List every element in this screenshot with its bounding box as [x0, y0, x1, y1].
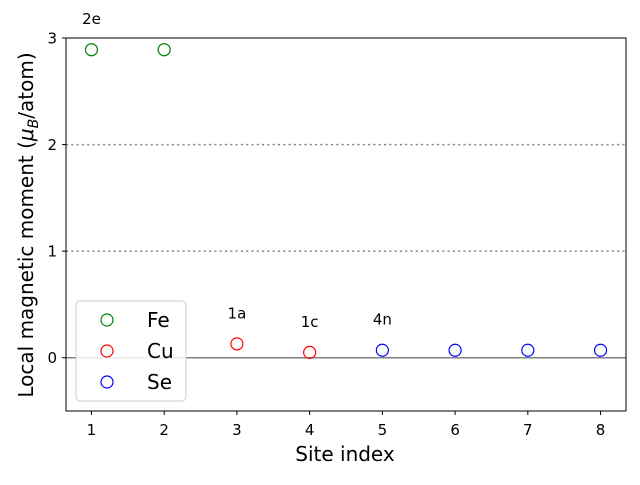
y-tick-label: 2: [47, 136, 57, 154]
site-annotations: 2e 1a 1c 4n: [82, 10, 392, 331]
data-point-se: [448, 343, 462, 357]
x-tick-label: 5: [378, 421, 388, 439]
data-point-se: [521, 343, 535, 357]
legend-label-fe: Fe: [147, 308, 170, 332]
legend: Fe Cu Se: [75, 300, 187, 402]
y-axis-title: Local magnetic moment (μB/atom): [14, 52, 42, 397]
y-axis-title-subscript: B: [26, 119, 42, 129]
y-ticks: 0 1 2 3: [47, 30, 66, 367]
data-point-cu: [303, 345, 317, 359]
data-point-se: [593, 343, 608, 357]
x-axis-title: Site index: [295, 442, 395, 466]
legend-marker-cu: [100, 344, 114, 358]
site-annotation: 4n: [373, 311, 392, 329]
x-tick-label: 7: [523, 421, 533, 439]
x-tick-label: 2: [159, 421, 169, 439]
legend-marker-se: [100, 375, 114, 389]
x-tick-label: 6: [450, 421, 460, 439]
data-point-cu: [230, 337, 244, 351]
plot-frame: [65, 37, 627, 412]
y-tick-label: 3: [47, 30, 57, 48]
y-axis-title-tail: /atom): [14, 52, 38, 118]
y-axis-title-main: Local magnetic moment (: [14, 141, 38, 398]
y-axis-title-mu: μ: [14, 128, 38, 142]
site-annotation: 1c: [301, 313, 319, 331]
x-tick-label: 4: [305, 421, 315, 439]
site-annotation: 2e: [82, 10, 101, 28]
x-tick-label: 3: [232, 421, 242, 439]
y-tick-label: 1: [47, 243, 57, 261]
data-point-fe: [84, 43, 99, 57]
site-annotation: 1a: [228, 304, 247, 322]
x-tick-label: 8: [596, 421, 606, 439]
legend-box: [75, 300, 187, 402]
x-tick-label: 1: [87, 421, 97, 439]
legend-label-cu: Cu: [147, 339, 174, 363]
legend-marker-fe: [100, 313, 114, 327]
data-point-fe: [157, 43, 171, 57]
axes: [65, 37, 627, 412]
data-points: [84, 43, 608, 359]
x-ticks: 1 2 3 4 5 6 7 8: [87, 411, 606, 439]
data-point-se: [375, 343, 389, 357]
legend-label-se: Se: [147, 370, 172, 394]
y-tick-label: 0: [47, 349, 57, 367]
